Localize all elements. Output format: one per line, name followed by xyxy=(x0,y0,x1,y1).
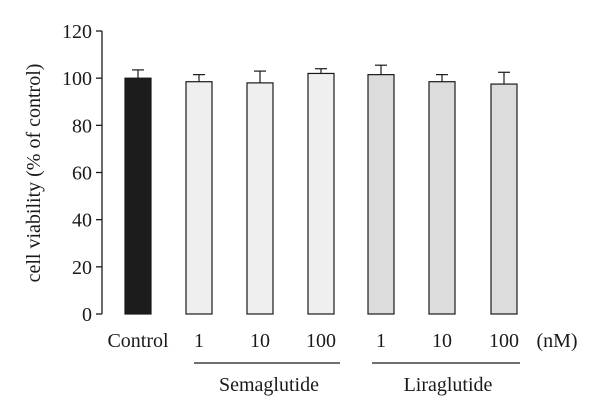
bar xyxy=(246,82,274,315)
bars xyxy=(124,64,518,315)
x-tick-label: 1 xyxy=(194,330,204,352)
y-tick-label: 100 xyxy=(62,68,92,90)
group-label: Semaglutide xyxy=(219,374,319,396)
bar xyxy=(185,81,213,315)
y-axis: 0 20 40 60 80 100 120 xyxy=(62,21,103,326)
x-tick-label: 10 xyxy=(250,330,270,352)
x-tick-label: 100 xyxy=(489,330,519,352)
bar xyxy=(307,72,335,315)
group-brackets: Semaglutide Liraglutide xyxy=(194,362,520,396)
x-tick-label: Control xyxy=(107,330,169,352)
bar xyxy=(124,77,152,315)
x-tick-labels: Control 1 10 100 1 10 100 xyxy=(107,330,519,352)
y-tick-label: 0 xyxy=(82,304,92,326)
bar xyxy=(367,74,395,315)
unit-label: (nM) xyxy=(536,330,577,352)
y-tick-label: 80 xyxy=(72,115,92,137)
y-tick-label: 120 xyxy=(62,21,92,43)
x-tick-label: 10 xyxy=(432,330,452,352)
y-tick-label: 40 xyxy=(72,210,92,232)
bar xyxy=(490,83,518,315)
y-axis-label: cell viability (% of control) xyxy=(23,64,45,283)
x-tick-label: 100 xyxy=(306,330,336,352)
y-tick-label: 20 xyxy=(72,257,92,279)
group-label: Liraglutide xyxy=(404,374,493,396)
bar xyxy=(428,81,456,315)
x-tick-label: 1 xyxy=(376,330,386,352)
y-tick-label: 60 xyxy=(72,163,92,185)
